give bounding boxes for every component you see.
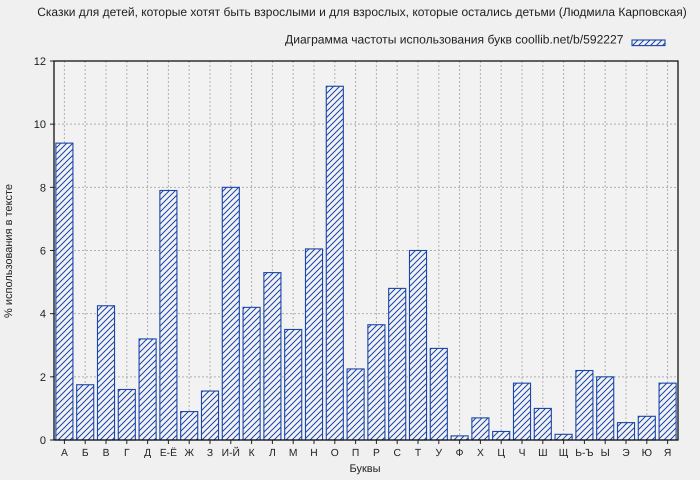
svg-text:12: 12 [34,56,46,68]
svg-text:Диаграмма частоты использовани: Диаграмма частоты использования букв coo… [285,33,624,47]
svg-text:Я: Я [664,448,671,459]
svg-text:И-Й: И-Й [222,446,240,459]
svg-text:Ч: Ч [519,448,526,459]
svg-text:Р: Р [373,448,380,459]
svg-text:Е-Ё: Е-Ё [160,447,177,459]
svg-text:Щ: Щ [559,448,569,459]
svg-text:З: З [207,448,213,459]
svg-text:П: П [352,448,359,459]
svg-text:Ы: Ы [601,448,610,459]
svg-text:М: М [289,448,298,459]
svg-text:8: 8 [40,182,46,194]
svg-text:0: 0 [40,435,46,447]
svg-text:Н: Н [310,448,317,459]
svg-text:Х: Х [477,448,484,459]
svg-text:Л: Л [269,448,276,459]
svg-text:А: А [61,448,68,459]
svg-text:Ю: Ю [642,448,652,459]
svg-text:Б: Б [82,448,89,459]
svg-text:Ц: Ц [497,448,505,459]
svg-text:В: В [103,448,110,459]
svg-text:Э: Э [622,448,630,459]
svg-text:У: У [436,448,443,459]
svg-text:Д: Д [144,448,151,459]
svg-text:Т: Т [415,448,422,459]
svg-text:Ф: Ф [456,448,464,459]
svg-text:2: 2 [40,372,46,384]
svg-text:Г: Г [124,448,130,459]
svg-text:Ж: Ж [184,448,194,459]
svg-text:С: С [393,448,401,459]
svg-text:К: К [249,448,255,459]
svg-text:Ь-Ъ: Ь-Ъ [575,448,593,459]
svg-text:6: 6 [40,246,46,258]
svg-text:Ш: Ш [538,448,547,459]
svg-text:10: 10 [34,119,46,131]
svg-text:О: О [331,448,339,459]
svg-text:4: 4 [40,309,46,321]
